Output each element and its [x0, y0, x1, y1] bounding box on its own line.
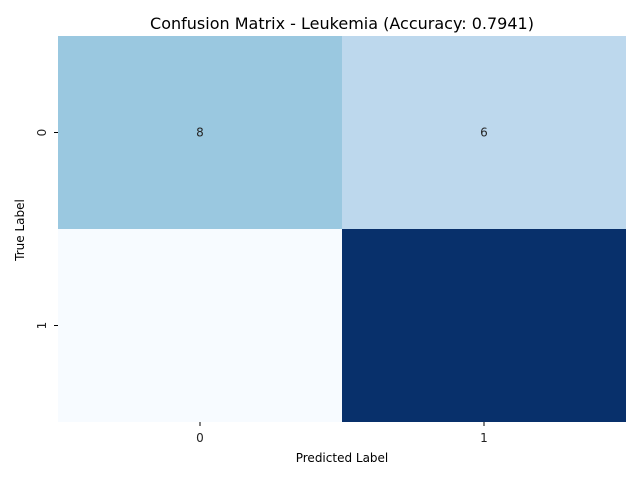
axis-ticks: 0 1 0 1 — [35, 129, 488, 445]
heatmap-cell-1-0 — [58, 229, 342, 422]
heatmap-cell-0-0 — [58, 36, 342, 229]
y-tick-label-1: 1 — [35, 322, 49, 330]
heatmap-cell-0-1 — [342, 36, 626, 229]
heatmap-cell-1-1 — [342, 229, 626, 422]
x-axis-label: Predicted Label — [296, 451, 389, 465]
cell-value-label-0-1: 6 — [480, 126, 488, 140]
x-tick-label-1: 1 — [480, 431, 488, 445]
y-tick-label-0: 0 — [35, 129, 49, 137]
chart-title: Confusion Matrix - Leukemia (Accuracy: 0… — [150, 14, 534, 33]
y-axis-label: True Label — [13, 199, 27, 262]
x-tick-label-0: 0 — [196, 431, 204, 445]
cell-value-label-0-0: 8 — [196, 126, 204, 140]
